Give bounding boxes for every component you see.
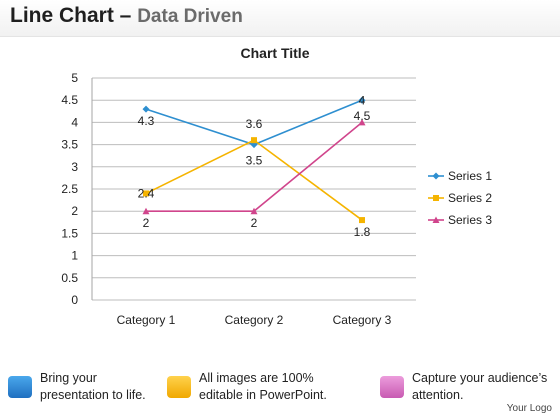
slide-title: Line Chart – Data Driven [10, 4, 243, 28]
line-chart: Chart Title 0 0.5 1 1.5 2 2.5 3 3.5 4 4.5 5 Category… [61, 45, 492, 327]
series-marker [358, 118, 366, 126]
y-tick-label: 3 [71, 160, 78, 174]
series-marker [142, 105, 150, 113]
y-tick-label: 0.5 [61, 271, 78, 285]
data-label: 4.3 [138, 114, 155, 128]
data-label: 2.4 [138, 186, 155, 200]
pink-swatch-icon [380, 376, 404, 398]
chart-title: Chart Title [241, 45, 310, 61]
series-marker [358, 96, 366, 104]
legend-marker [432, 216, 440, 223]
slide-title-main: Line Chart [10, 4, 114, 27]
x-tick-label: Category 2 [225, 313, 284, 327]
y-tick-label: 4.5 [61, 93, 78, 107]
blue-swatch-icon [8, 376, 32, 398]
y-tick-label: 2.5 [61, 182, 78, 196]
data-label: 2 [251, 216, 258, 230]
slide-header: Line Chart – Data Driven [0, 0, 560, 37]
y-tick-label: 0 [71, 293, 78, 307]
y-tick-label: 5 [71, 71, 78, 85]
x-tick-label: Category 1 [117, 313, 176, 327]
data-label: 2 [143, 216, 150, 230]
logo-text: Your Logo [506, 403, 552, 414]
slide-subtitle: Data Driven [137, 6, 243, 27]
series-marker [142, 207, 150, 215]
legend-label: Series 1 [448, 169, 492, 183]
y-tick-label: 2 [71, 204, 78, 218]
data-label: 3.6 [246, 117, 263, 131]
data-label: 4.5 [354, 109, 371, 123]
footer-text-2: All images are 100% editable in PowerPoi… [199, 371, 327, 402]
series-marker [251, 137, 257, 144]
series-marker [250, 207, 258, 215]
legend-marker [432, 172, 440, 180]
data-label: 1.8 [354, 225, 371, 239]
x-tick-label: Category 3 [333, 313, 392, 327]
legend-label: Series 2 [448, 191, 492, 205]
data-label: 4 [359, 93, 366, 107]
legend-marker [433, 195, 439, 201]
footer-text-1: Bring your presentation to life. [40, 371, 146, 402]
series-marker [143, 190, 149, 197]
series-marker [359, 217, 365, 224]
slide-title-dash: – [113, 4, 138, 27]
y-tick-label: 1.5 [61, 226, 78, 240]
data-label: 3.5 [246, 154, 263, 168]
footer-text-3: Capture your audience’s attention. [412, 371, 548, 402]
legend-label: Series 3 [448, 213, 492, 227]
yellow-swatch-icon [167, 376, 191, 398]
y-tick-label: 3.5 [61, 138, 78, 152]
y-tick-label: 1 [71, 249, 78, 263]
y-tick-label: 4 [71, 115, 78, 129]
